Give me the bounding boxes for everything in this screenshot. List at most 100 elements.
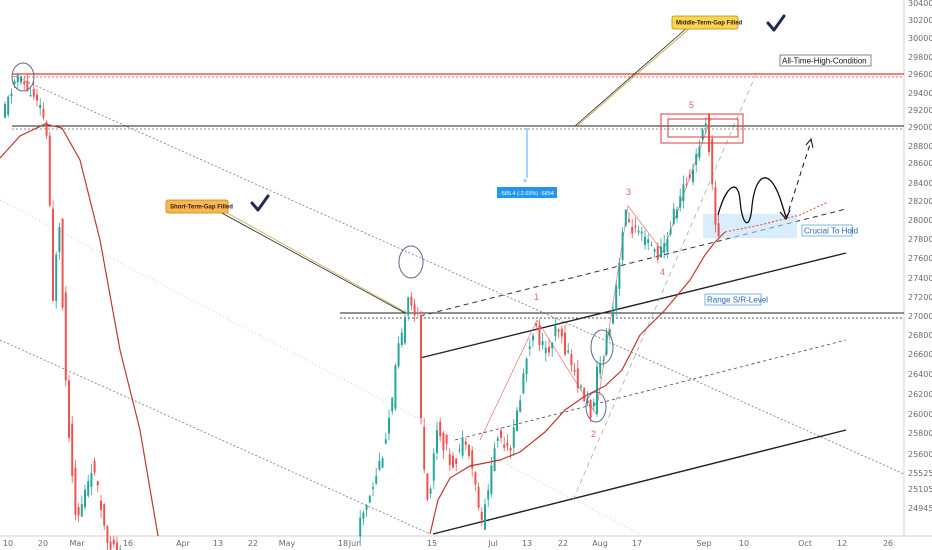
candle-body — [365, 504, 368, 510]
candle-body — [637, 230, 640, 233]
price-tick-label: 29000 — [908, 123, 932, 132]
price-tick-label: 29400 — [908, 89, 932, 98]
short-gap-pointer-2 — [221, 209, 408, 314]
candle-body — [384, 439, 387, 444]
candle-body — [708, 113, 710, 153]
candle-body — [7, 96, 10, 115]
candle-body — [423, 426, 426, 470]
price-tick-label: 29800 — [908, 53, 932, 62]
candle-body — [663, 243, 666, 253]
measure-tool: × -585.4 (-2.03%) -5854 — [497, 128, 557, 198]
time-tick-label: Apr — [176, 539, 191, 548]
price-tick-label: 25105 — [908, 485, 932, 494]
candle-body — [516, 410, 518, 431]
channel-mid-dashed — [419, 208, 847, 317]
time-tick-label: Oct — [798, 539, 812, 548]
candle-body — [16, 74, 19, 83]
candle-body — [391, 397, 394, 412]
price-tick-label: 26000 — [908, 410, 932, 419]
candle-body — [468, 444, 470, 456]
ath-condition-label: All-Time-High-Condition — [782, 57, 867, 66]
candle-body — [378, 460, 381, 470]
time-tick-label: 12 — [837, 539, 847, 548]
price-axis: 30400 30200 30000 29800 29600 29400 29200 29000… — [908, 0, 932, 513]
price-tick-label: 26800 — [908, 331, 932, 340]
price-tick-label: 28800 — [908, 142, 932, 151]
candle-body — [362, 512, 365, 519]
candle-body — [55, 254, 58, 301]
candle-body — [464, 441, 467, 445]
time-tick-label: 22 — [558, 539, 568, 548]
candle-body — [448, 454, 451, 465]
candle-body — [576, 368, 579, 389]
time-tick-label: 10 — [739, 539, 749, 548]
aug-low-circle — [585, 391, 607, 423]
candle-body — [551, 342, 554, 349]
middle-gap-pointer — [574, 26, 689, 127]
candle-body — [567, 350, 570, 353]
candle-body — [608, 329, 611, 336]
candle-body — [711, 138, 714, 185]
candle-body — [416, 312, 419, 314]
candle-body — [458, 449, 461, 451]
sep-top-box-inner — [667, 118, 739, 138]
projection-arrowhead-2 — [805, 137, 814, 149]
candle-body — [519, 400, 522, 412]
moving-average — [0, 123, 159, 537]
candle-body — [717, 223, 720, 237]
candle-body — [64, 292, 67, 381]
candle-body — [452, 455, 454, 468]
candle-body — [96, 481, 99, 486]
candle-body — [676, 209, 678, 219]
candle-body — [36, 94, 38, 101]
candle-body — [500, 430, 502, 438]
candle-body — [52, 208, 54, 301]
measure-label: -585.4 (-2.03%) -5854 — [500, 191, 554, 197]
moving-average-segment — [429, 231, 726, 535]
candle-body — [640, 231, 643, 234]
check-icon-2 — [250, 194, 270, 212]
candle-body — [599, 363, 602, 374]
aug-breakout-circle — [590, 329, 614, 365]
price-tick-label: 28000 — [908, 216, 932, 225]
candle-body — [669, 228, 672, 235]
candle-body — [538, 325, 541, 345]
candle-body — [660, 246, 662, 258]
candle-body — [656, 246, 659, 260]
wave-label-2: 2 — [591, 429, 596, 439]
candle-body — [29, 94, 32, 97]
candle-body — [698, 146, 701, 158]
candle-body — [413, 304, 416, 316]
candle-body — [570, 354, 573, 366]
middle-gap-callout-box — [671, 15, 739, 30]
candle-body — [471, 450, 474, 469]
candle-body — [532, 335, 534, 341]
price-tick-label: 27400 — [908, 274, 932, 283]
candle-body — [679, 196, 682, 208]
candle-body — [557, 329, 560, 332]
candle-body — [535, 323, 538, 326]
candle-body — [692, 169, 694, 182]
candle-body — [404, 318, 406, 343]
svg-text:×: × — [523, 178, 527, 185]
candle-body — [672, 208, 675, 224]
price-tick-label: 25525 — [908, 469, 932, 478]
candle-body — [506, 442, 509, 446]
channel-lower-line — [432, 429, 847, 535]
candle-body — [615, 285, 618, 311]
short-gap-callout: Short-Term-Gap Filled — [170, 205, 233, 211]
time-tick-label: 15 — [427, 539, 437, 548]
middle-gap-callout: Middle-Term-Gap Filled — [676, 21, 743, 27]
candle-body — [32, 88, 35, 97]
candle-body — [71, 423, 74, 477]
candle-body — [583, 387, 586, 402]
time-tick-label: Jun — [348, 539, 362, 548]
candle-body — [573, 369, 576, 372]
price-tick-label: 26600 — [908, 350, 932, 359]
middle-gap-pointer-2 — [576, 27, 691, 127]
candle-body — [624, 209, 627, 226]
candle-body — [714, 187, 717, 225]
candle-body — [503, 444, 506, 448]
candle-body — [554, 325, 557, 336]
price-tick-label: 30200 — [908, 16, 932, 25]
